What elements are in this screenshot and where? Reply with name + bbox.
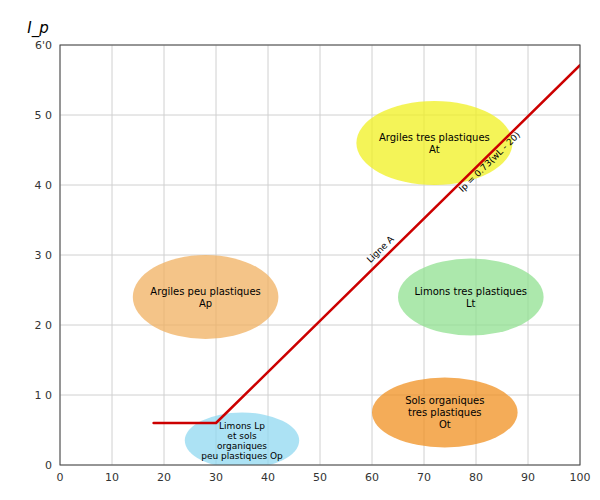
zone-label: organiques — [217, 441, 267, 451]
zone-label: peu plastiques Op — [201, 451, 283, 461]
x-tick-label: 100 — [570, 471, 591, 484]
y-tick-label: 6'0 — [35, 39, 52, 52]
zone-ellipse — [356, 101, 512, 185]
zone-label: Ot — [439, 419, 451, 430]
y-tick-label: 1 0 — [35, 389, 53, 402]
x-tick-label: 40 — [261, 471, 275, 484]
zone-label: Limons tres plastiques — [415, 286, 528, 297]
zone-label: Sols organiques — [405, 395, 484, 406]
x-tick-label: 90 — [521, 471, 535, 484]
x-tick-label: 30 — [209, 471, 223, 484]
plot-frame — [60, 45, 580, 465]
zone-label: Argiles tres plastiques — [379, 132, 490, 143]
grid-line-y — [60, 185, 580, 186]
chart: Argiles tres plastiquesAt Argiles peu pla… — [0, 0, 600, 500]
chart-container: Argiles tres plastiquesAt Argiles peu pla… — [0, 0, 600, 500]
y-axis-label: I_p — [27, 19, 48, 38]
y-tick-label: 4 0 — [35, 179, 53, 192]
zone-label: Limons Lp — [219, 421, 265, 431]
grid — [60, 45, 580, 465]
y-tick-label: 3 0 — [35, 249, 53, 262]
zone-label: Lt — [466, 298, 476, 309]
x-tick-label: 70 — [417, 471, 431, 484]
plot-background — [60, 45, 580, 465]
y-tick-label: 0 — [45, 459, 52, 472]
zone-label: At — [429, 144, 440, 155]
plot-marks — [133, 65, 580, 465]
x-tick-label: 80 — [469, 471, 483, 484]
line-a — [154, 65, 580, 423]
zone-label: tres plastiques — [408, 407, 482, 418]
zone-ellipse — [133, 255, 279, 339]
zone-ellipse — [398, 259, 544, 336]
x-tick-label: 50 — [313, 471, 327, 484]
grid-line-y — [60, 115, 580, 116]
y-tick-label: 5 0 — [35, 109, 53, 122]
grid-line-y — [60, 255, 580, 256]
x-tick-label: 60 — [365, 471, 379, 484]
axes: 0 10 20 30 40 50 60 70 80 90 100 0 1 0 2 0 3 0 4 0 5 0 6'… — [35, 39, 591, 485]
zone-label: Ap — [199, 298, 212, 309]
y-tick-label: 2 0 — [35, 319, 53, 332]
x-tick-label: 10 — [105, 471, 119, 484]
x-tick-label: 0 — [57, 471, 64, 484]
annotation: Ligne A — [365, 233, 396, 264]
zone-ellipse — [372, 378, 518, 448]
zone-ellipse — [185, 413, 299, 466]
zone-label: et sols — [227, 431, 257, 441]
annotation: Ip = 0.73(wL - 20) — [457, 130, 522, 194]
zone-label: Argiles peu plastiques — [150, 286, 260, 297]
x-tick-label: 20 — [157, 471, 171, 484]
